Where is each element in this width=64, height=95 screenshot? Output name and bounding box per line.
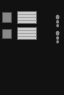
Circle shape <box>57 25 58 27</box>
Bar <box>2 12 11 22</box>
Bar <box>2 28 11 38</box>
Circle shape <box>57 21 58 23</box>
Circle shape <box>56 32 59 35</box>
Bar <box>17 27 36 39</box>
Circle shape <box>57 37 58 39</box>
Circle shape <box>57 41 58 43</box>
Circle shape <box>56 15 59 19</box>
Bar <box>17 11 36 23</box>
